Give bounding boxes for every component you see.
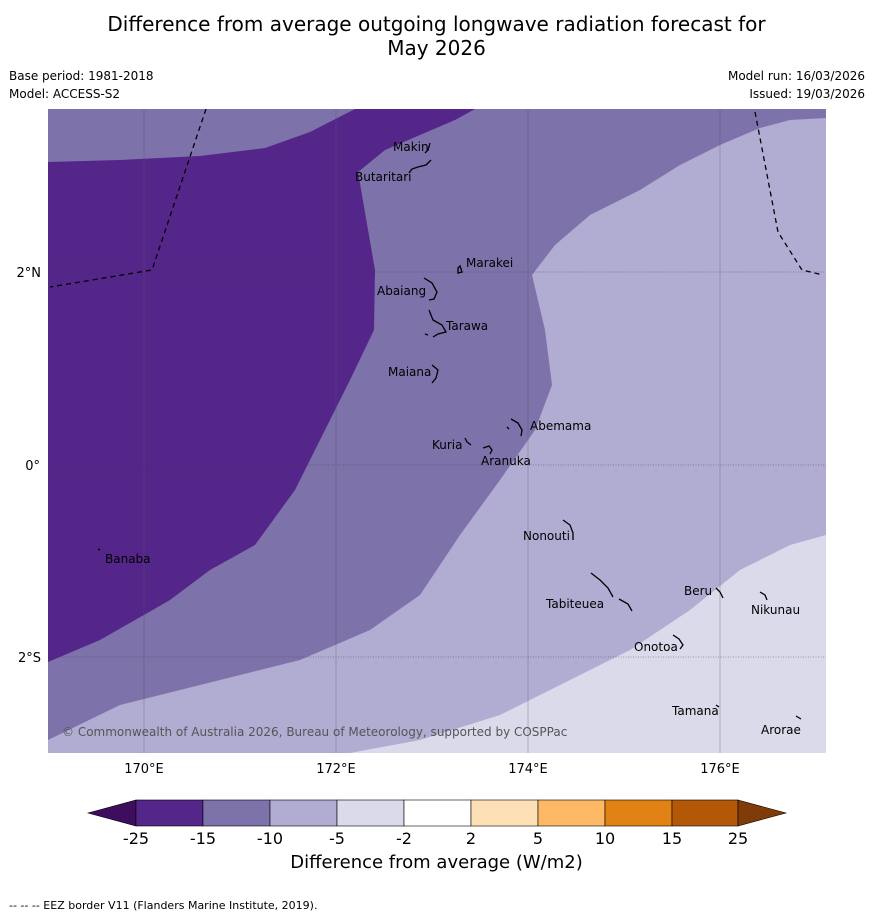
colorbar-max-triangle [737, 799, 788, 827]
island-makin [424, 142, 431, 154]
place-label-tarawa: Tarawa [445, 319, 488, 333]
title-line-1: Difference from average outgoing longwav… [107, 12, 766, 36]
island-abemama [506, 418, 523, 437]
colorbar-tick-label: 10 [595, 829, 615, 848]
eez-border [49, 109, 824, 288]
colorbar: -25 -15 -10 -5 -2 2 5 10 15 25 [86, 799, 788, 848]
island-nonouti [562, 519, 574, 540]
colorbar-segment [671, 799, 739, 827]
colorbar-segment [202, 799, 271, 827]
place-label-butaritari: Butaritari [355, 170, 412, 184]
colorbar-min-triangle [86, 799, 137, 827]
island-kuria [464, 437, 472, 446]
colorbar-tick-label: -5 [329, 829, 345, 848]
place-label-marakei: Marakei [466, 256, 513, 270]
colorbar-segment [336, 799, 405, 827]
place-label-abaiang: Abaiang [377, 284, 426, 298]
colorbar-segment [537, 799, 606, 827]
place-label-maiana: Maiana [388, 365, 431, 379]
colorbar-tick-label: -15 [190, 829, 216, 848]
island-butaritari [408, 159, 432, 174]
x-tick-label: 176°E [700, 762, 740, 777]
island-beru [715, 587, 724, 599]
footer-note: -- -- -- EEZ border V11 (Flanders Marine… [9, 899, 318, 912]
island-tabiteuea [590, 572, 633, 612]
x-tick-label: 174°E [508, 762, 548, 777]
island-onotoa [672, 634, 684, 650]
island-marakei [457, 264, 463, 274]
island-abaiang [423, 277, 438, 301]
map-plot-area: Makin Butaritari Marakei Abaiang Tarawa … [48, 109, 826, 753]
copyright-text: © Commonwealth of Australia 2026, Bureau… [62, 725, 567, 739]
colorbar-segment [470, 799, 539, 827]
model-run: Model run: 16/03/2026 [727, 69, 865, 83]
issued-date: Issued: 19/03/2026 [749, 87, 865, 101]
y-tick-label: 2°S [18, 651, 41, 666]
place-label-abemama: Abemama [530, 419, 591, 433]
meta-left: Base period: 1981-2018 Model: ACCESS-S2 [9, 67, 154, 103]
colorbar-tick-label: 5 [533, 829, 543, 848]
latitude-gridlines [48, 271, 826, 658]
map-gridlines [143, 109, 721, 753]
meta-right: Model run: 16/03/2026 Issued: 19/03/2026 [728, 67, 865, 103]
place-label-beru: Beru [684, 584, 712, 598]
island-tarawa [424, 309, 447, 338]
colorbar-tick-label: -25 [123, 829, 149, 848]
base-period: Base period: 1981-2018 [9, 69, 154, 83]
x-tick-label: 172°E [316, 762, 356, 777]
place-label-aranuka: Aranuka [481, 454, 531, 468]
place-label-kuria: Kuria [432, 438, 463, 452]
y-tick-label: 0° [25, 459, 40, 474]
island-aranuka [482, 445, 493, 455]
colorbar-label: Difference from average (W/m2) [290, 852, 583, 873]
place-label-tamana: Tamana [671, 704, 719, 718]
colorbar-segment [135, 799, 204, 827]
place-label-arorae: Arorae [761, 723, 801, 737]
place-labels: Makin Butaritari Marakei Abaiang Tarawa … [105, 140, 801, 737]
band-minus15-minus10-north [48, 109, 355, 162]
colorbar-tick-label: 25 [728, 829, 748, 848]
colorbar-tick-label: 2 [466, 829, 476, 848]
place-label-banaba: Banaba [105, 552, 151, 566]
island-maiana [431, 364, 439, 384]
colorbar-segment [403, 799, 472, 827]
place-label-nikunau: Nikunau [751, 603, 800, 617]
colorbar-segment [604, 799, 673, 827]
map-title: Difference from average outgoing longwav… [0, 12, 873, 60]
island-outlines [97, 142, 802, 720]
island-arorae [795, 715, 802, 720]
y-tick-label: 2°N [17, 266, 42, 281]
island-nikunau [759, 591, 768, 601]
axis-labels: 170°E 172°E 174°E 176°E 2°N 0° 2°S [17, 266, 740, 777]
title-line-2: May 2026 [387, 36, 486, 60]
island-banaba [97, 548, 101, 551]
place-label-onotoa: Onotoa [634, 640, 678, 654]
colorbar-segment [269, 799, 338, 827]
place-label-tabiteuea: Tabiteuea [545, 597, 604, 611]
colorbar-tick-label: -10 [257, 829, 283, 848]
colorbar-tick-label: -2 [396, 829, 412, 848]
colorbar-tick-label: 15 [662, 829, 682, 848]
place-label-nonouti: Nonouti [523, 529, 570, 543]
island-tamana [715, 704, 720, 708]
model-name: Model: ACCESS-S2 [9, 87, 121, 101]
x-tick-label: 170°E [124, 762, 164, 777]
band-minus25-minus15 [48, 109, 475, 662]
place-label-makin: Makin [393, 140, 429, 154]
